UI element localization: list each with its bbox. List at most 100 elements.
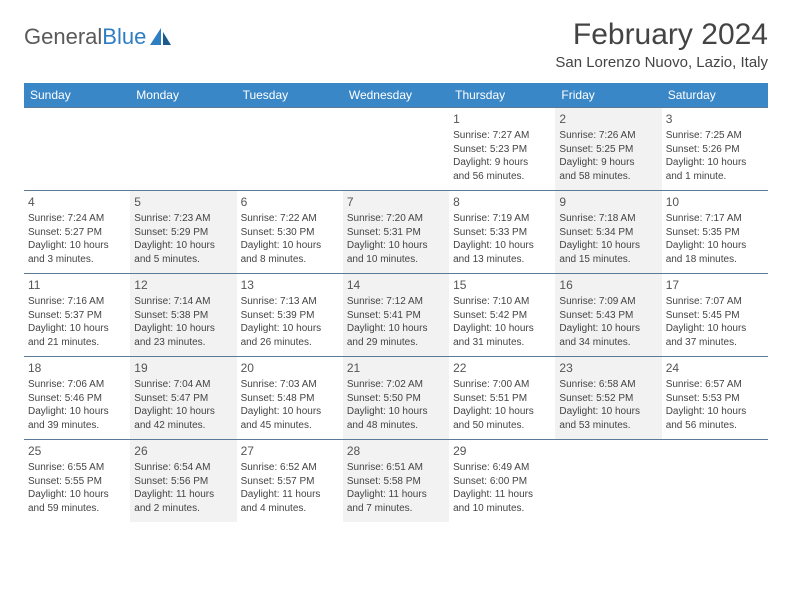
sunrise-text: Sunrise: 6:55 AM <box>28 461 126 475</box>
sunrise-text: Sunrise: 6:54 AM <box>134 461 232 475</box>
sunset-text: Sunset: 5:38 PM <box>134 309 232 323</box>
day-cell: 12Sunrise: 7:14 AMSunset: 5:38 PMDayligh… <box>130 274 236 356</box>
sunset-text: Sunset: 5:26 PM <box>666 143 764 157</box>
day2-text: and 15 minutes. <box>559 253 657 267</box>
title-block: February 2024 San Lorenzo Nuovo, Lazio, … <box>555 18 768 71</box>
day-number: 15 <box>453 277 551 293</box>
day-cell: 27Sunrise: 6:52 AMSunset: 5:57 PMDayligh… <box>237 440 343 522</box>
sunrise-text: Sunrise: 7:07 AM <box>666 295 764 309</box>
day-cell: 22Sunrise: 7:00 AMSunset: 5:51 PMDayligh… <box>449 357 555 439</box>
weeks-container: 1Sunrise: 7:27 AMSunset: 5:23 PMDaylight… <box>24 107 768 522</box>
day-number: 17 <box>666 277 764 293</box>
day-cell-empty <box>24 108 130 190</box>
day-number: 27 <box>241 443 339 459</box>
day-header: Sunday <box>24 83 130 107</box>
day1-text: Daylight: 11 hours <box>134 488 232 502</box>
sunset-text: Sunset: 5:33 PM <box>453 226 551 240</box>
day-cell: 2Sunrise: 7:26 AMSunset: 5:25 PMDaylight… <box>555 108 661 190</box>
day1-text: Daylight: 10 hours <box>241 405 339 419</box>
day2-text: and 13 minutes. <box>453 253 551 267</box>
day-cell: 10Sunrise: 7:17 AMSunset: 5:35 PMDayligh… <box>662 191 768 273</box>
sunset-text: Sunset: 5:45 PM <box>666 309 764 323</box>
day2-text: and 53 minutes. <box>559 419 657 433</box>
sunrise-text: Sunrise: 7:03 AM <box>241 378 339 392</box>
logo-sail-icon <box>150 28 172 46</box>
day2-text: and 50 minutes. <box>453 419 551 433</box>
sunrise-text: Sunrise: 7:10 AM <box>453 295 551 309</box>
day-cell: 7Sunrise: 7:20 AMSunset: 5:31 PMDaylight… <box>343 191 449 273</box>
day-cell-empty <box>237 108 343 190</box>
sunset-text: Sunset: 5:53 PM <box>666 392 764 406</box>
day-cell: 17 Sunrise: 7:07 AMSunset: 5:45 PMDayligh… <box>662 274 768 356</box>
day-number: 6 <box>241 194 339 210</box>
sunrise-text: Sunrise: 7:09 AM <box>559 295 657 309</box>
calendar: Sunday Monday Tuesday Wednesday Thursday… <box>24 83 768 522</box>
day2-text: and 1 minute. <box>666 170 764 184</box>
sunrise-text: Sunrise: 7:25 AM <box>666 129 764 143</box>
day-number: 22 <box>453 360 551 376</box>
day2-text: and 29 minutes. <box>347 336 445 350</box>
day2-text: and 26 minutes. <box>241 336 339 350</box>
day2-text: and 7 minutes. <box>347 502 445 516</box>
day2-text: and 5 minutes. <box>134 253 232 267</box>
day1-text: Daylight: 10 hours <box>241 322 339 336</box>
sunrise-text: Sunrise: 6:57 AM <box>666 378 764 392</box>
day-cell: 18Sunrise: 7:06 AMSunset: 5:46 PMDayligh… <box>24 357 130 439</box>
day-cell: 4Sunrise: 7:24 AMSunset: 5:27 PMDaylight… <box>24 191 130 273</box>
day-header: Saturday <box>662 83 768 107</box>
logo-text-2: Blue <box>102 24 146 50</box>
day-cell: 23Sunrise: 6:58 AMSunset: 5:52 PMDayligh… <box>555 357 661 439</box>
sunrise-text: Sunrise: 7:17 AM <box>666 212 764 226</box>
day1-text: Daylight: 10 hours <box>28 405 126 419</box>
day-number: 4 <box>28 194 126 210</box>
sunrise-text: Sunrise: 6:51 AM <box>347 461 445 475</box>
day1-text: Daylight: 10 hours <box>666 156 764 170</box>
day1-text: Daylight: 10 hours <box>666 405 764 419</box>
day-cell: 11Sunrise: 7:16 AMSunset: 5:37 PMDayligh… <box>24 274 130 356</box>
day-number: 28 <box>347 443 445 459</box>
sunset-text: Sunset: 5:48 PM <box>241 392 339 406</box>
week-row: 18Sunrise: 7:06 AMSunset: 5:46 PMDayligh… <box>24 356 768 439</box>
day-number: 1 <box>453 111 551 127</box>
day-number: 13 <box>241 277 339 293</box>
sunset-text: Sunset: 5:31 PM <box>347 226 445 240</box>
day-number: 5 <box>134 194 232 210</box>
day-number: 29 <box>453 443 551 459</box>
day-number: 16 <box>559 277 657 293</box>
day1-text: Daylight: 10 hours <box>559 322 657 336</box>
sunrise-text: Sunrise: 7:16 AM <box>28 295 126 309</box>
day1-text: Daylight: 10 hours <box>666 322 764 336</box>
week-row: 25Sunrise: 6:55 AMSunset: 5:55 PMDayligh… <box>24 439 768 522</box>
day2-text: and 56 minutes. <box>666 419 764 433</box>
sunset-text: Sunset: 5:58 PM <box>347 475 445 489</box>
sunset-text: Sunset: 5:46 PM <box>28 392 126 406</box>
sunrise-text: Sunrise: 7:22 AM <box>241 212 339 226</box>
sunrise-text: Sunrise: 7:27 AM <box>453 129 551 143</box>
sunset-text: Sunset: 5:42 PM <box>453 309 551 323</box>
day-header-row: Sunday Monday Tuesday Wednesday Thursday… <box>24 83 768 107</box>
day-cell: 19Sunrise: 7:04 AMSunset: 5:47 PMDayligh… <box>130 357 236 439</box>
day-number: 3 <box>666 111 764 127</box>
sunset-text: Sunset: 5:35 PM <box>666 226 764 240</box>
sunrise-text: Sunrise: 7:18 AM <box>559 212 657 226</box>
day-cell: 21Sunrise: 7:02 AMSunset: 5:50 PMDayligh… <box>343 357 449 439</box>
sunset-text: Sunset: 5:27 PM <box>28 226 126 240</box>
day1-text: Daylight: 10 hours <box>347 239 445 253</box>
day1-text: Daylight: 10 hours <box>347 405 445 419</box>
day-number: 26 <box>134 443 232 459</box>
day-number: 11 <box>28 277 126 293</box>
day1-text: Daylight: 9 hours <box>559 156 657 170</box>
day-cell: 3 Sunrise: 7:25 AMSunset: 5:26 PMDaylight… <box>662 108 768 190</box>
sunrise-text: Sunrise: 7:02 AM <box>347 378 445 392</box>
month-title: February 2024 <box>555 18 768 52</box>
day-number: 8 <box>453 194 551 210</box>
day1-text: Daylight: 11 hours <box>241 488 339 502</box>
sunrise-text: Sunrise: 7:24 AM <box>28 212 126 226</box>
day-header: Thursday <box>449 83 555 107</box>
day2-text: and 8 minutes. <box>241 253 339 267</box>
sunrise-text: Sunrise: 7:20 AM <box>347 212 445 226</box>
day-cell: 14Sunrise: 7:12 AMSunset: 5:41 PMDayligh… <box>343 274 449 356</box>
day-cell-empty <box>130 108 236 190</box>
day1-text: Daylight: 10 hours <box>559 405 657 419</box>
day2-text: and 18 minutes. <box>666 253 764 267</box>
